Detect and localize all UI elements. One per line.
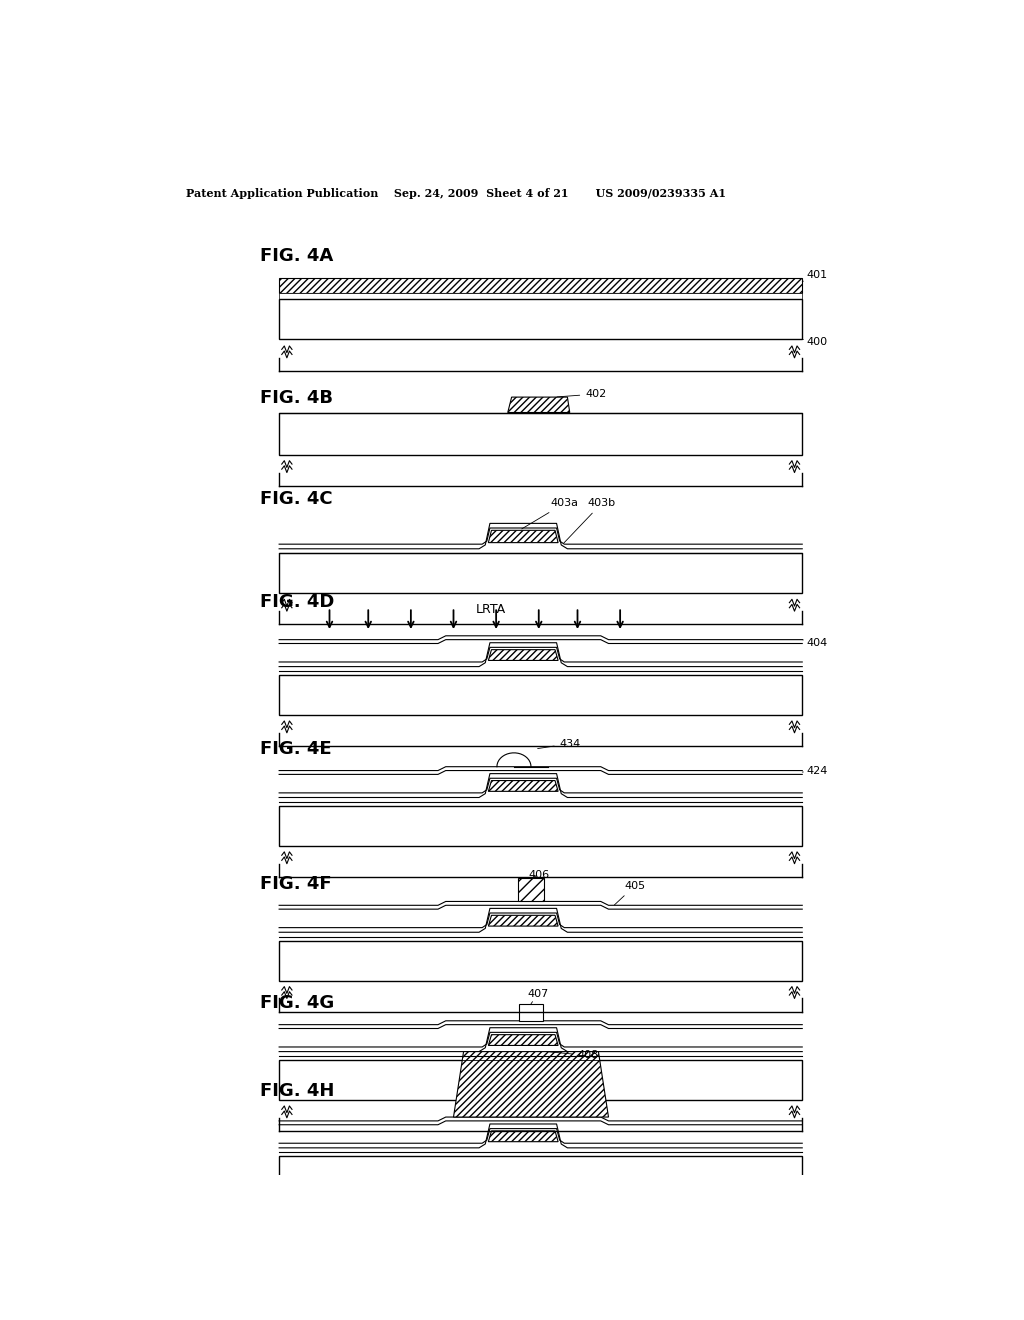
Bar	[519, 1003, 543, 1020]
Bar	[280, 553, 802, 594]
Text: FIG. 4E: FIG. 4E	[260, 739, 332, 758]
Polygon shape	[488, 649, 558, 660]
Polygon shape	[508, 397, 569, 412]
Text: FIG. 4B: FIG. 4B	[260, 389, 333, 408]
Bar	[280, 293, 802, 298]
Bar	[280, 298, 802, 339]
Text: FIG. 4G: FIG. 4G	[260, 994, 334, 1012]
Polygon shape	[454, 1052, 608, 1117]
Polygon shape	[488, 1131, 558, 1142]
Bar	[518, 878, 544, 902]
Text: 406: 406	[528, 870, 550, 879]
Text: 405: 405	[614, 880, 645, 906]
Text: 407: 407	[527, 989, 549, 1003]
Text: 403b: 403b	[564, 499, 615, 543]
Text: 403a: 403a	[522, 499, 579, 529]
Bar	[280, 1060, 802, 1100]
Text: FIG. 4C: FIG. 4C	[260, 490, 333, 507]
Text: LRTA: LRTA	[475, 603, 506, 616]
Text: 401: 401	[802, 271, 827, 281]
Text: 408: 408	[549, 1051, 599, 1060]
Text: 402: 402	[557, 389, 606, 399]
Text: 424: 424	[802, 766, 827, 776]
Polygon shape	[488, 531, 558, 543]
Text: FIG. 4H: FIG. 4H	[260, 1082, 334, 1101]
Text: FIG. 4F: FIG. 4F	[260, 875, 332, 892]
Text: FIG. 4A: FIG. 4A	[260, 247, 333, 265]
Text: FIG. 4D: FIG. 4D	[260, 594, 334, 611]
Text: 400: 400	[802, 337, 827, 347]
Bar	[280, 413, 802, 455]
Bar	[280, 277, 802, 293]
Polygon shape	[488, 780, 558, 792]
Bar	[280, 675, 802, 715]
Bar	[280, 941, 802, 981]
Polygon shape	[488, 1035, 558, 1045]
Text: Patent Application Publication    Sep. 24, 2009  Sheet 4 of 21       US 2009/023: Patent Application Publication Sep. 24, …	[186, 187, 726, 198]
Bar	[280, 807, 802, 846]
Bar	[280, 1156, 802, 1196]
Text: 434: 434	[538, 739, 581, 748]
Polygon shape	[488, 915, 558, 927]
Text: 404: 404	[802, 639, 827, 648]
